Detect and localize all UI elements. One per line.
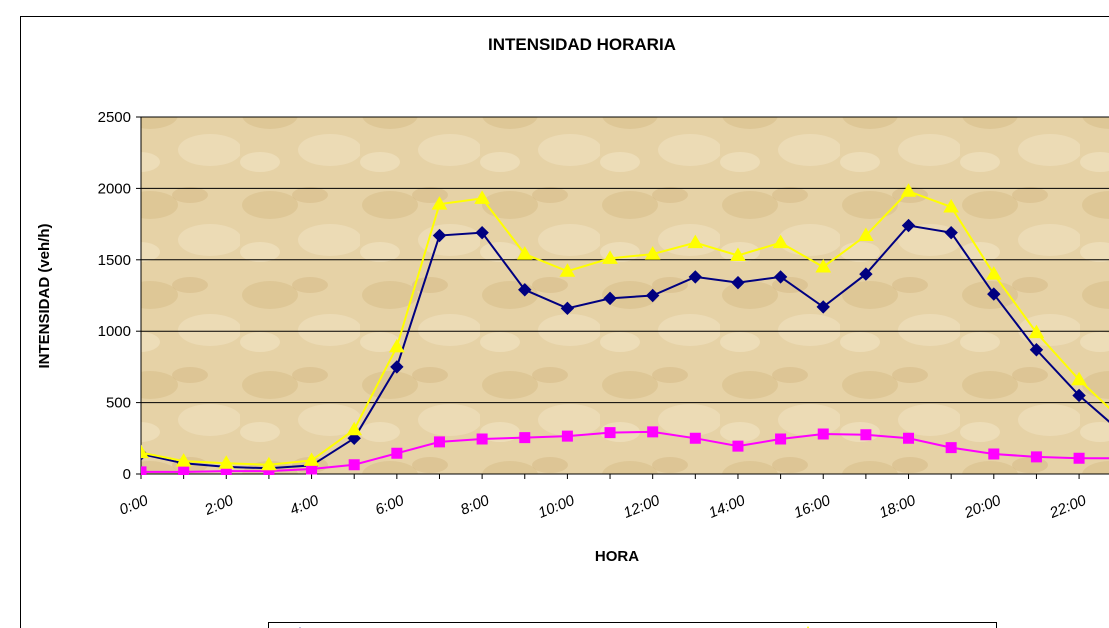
marker: [388, 338, 405, 353]
legend: [268, 622, 997, 628]
marker: [900, 183, 917, 197]
series-line: [141, 430, 1109, 473]
marker: [603, 291, 617, 306]
y-axis-title: INTENSIDAD (veh/h): [36, 223, 53, 368]
marker: [945, 442, 957, 454]
y-tick-label: 2500: [98, 109, 131, 126]
marker: [1073, 452, 1085, 464]
marker: [348, 459, 360, 471]
marker: [178, 466, 190, 475]
legend-label: IH MEDIA PESADOS: [586, 626, 729, 628]
marker: [903, 432, 915, 444]
marker: [303, 452, 320, 466]
marker: [432, 228, 447, 243]
marker: [475, 225, 489, 240]
marker: [604, 427, 616, 439]
marker: [985, 266, 1002, 280]
marker: [688, 270, 703, 284]
marker: [516, 246, 533, 260]
y-tick-label: 2000: [98, 180, 131, 197]
marker: [1029, 343, 1044, 357]
marker: [943, 198, 960, 213]
marker: [561, 430, 573, 442]
marker: [817, 428, 829, 440]
marker: [644, 246, 661, 260]
y-tick-label: 1500: [98, 252, 131, 269]
marker: [431, 196, 448, 210]
marker: [860, 429, 872, 441]
series-line: [141, 190, 1109, 466]
marker: [1030, 451, 1042, 463]
marker: [560, 301, 575, 316]
marker: [1072, 388, 1086, 403]
marker: [559, 263, 576, 277]
marker: [687, 234, 704, 249]
y-tick-label: 500: [106, 395, 131, 412]
marker: [519, 432, 531, 444]
marker: [775, 433, 787, 445]
marker: [1071, 371, 1087, 386]
marker: [390, 360, 404, 374]
marker: [859, 267, 873, 281]
marker: [730, 247, 746, 262]
marker: [433, 436, 445, 448]
marker: [218, 455, 235, 469]
legend-label: IH MEDIA LIGEROS: [326, 626, 463, 628]
marker: [346, 421, 363, 436]
legend-label: IH MEDIA TOTAL: [834, 626, 951, 628]
marker: [858, 227, 874, 242]
marker: [901, 218, 916, 233]
y-tick-label: 1000: [98, 323, 131, 340]
marker: [773, 270, 788, 284]
marker: [141, 444, 149, 459]
chart-title: INTENSIDAD HORARIA: [488, 35, 676, 54]
marker: [175, 453, 192, 467]
marker: [474, 190, 490, 204]
marker: [815, 258, 832, 273]
marker: [816, 300, 830, 314]
marker: [647, 426, 659, 438]
marker: [602, 250, 618, 264]
marker: [987, 287, 1001, 301]
plot: [141, 183, 1109, 475]
y-tick-label: 0: [123, 466, 131, 483]
marker: [347, 431, 361, 446]
marker: [988, 448, 1000, 460]
marker: [518, 283, 532, 297]
marker: [732, 440, 744, 452]
marker: [645, 288, 660, 303]
marker: [476, 433, 488, 445]
marker: [141, 466, 147, 475]
marker: [944, 225, 958, 240]
plot-area: [141, 117, 1109, 474]
marker: [731, 275, 745, 290]
marker: [689, 432, 701, 444]
marker: [261, 456, 277, 471]
marker: [1028, 324, 1045, 339]
x-axis-title: HORA: [595, 548, 639, 565]
marker: [391, 447, 403, 459]
marker: [772, 234, 789, 249]
